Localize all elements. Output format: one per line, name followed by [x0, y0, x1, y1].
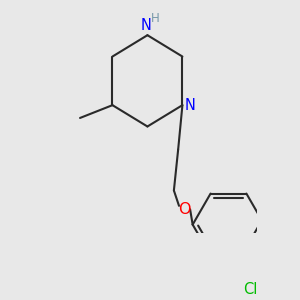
Text: H: H — [151, 12, 160, 25]
Text: N: N — [140, 19, 151, 34]
Text: Cl: Cl — [244, 282, 258, 297]
Text: N: N — [184, 98, 195, 113]
Text: O: O — [178, 202, 190, 217]
